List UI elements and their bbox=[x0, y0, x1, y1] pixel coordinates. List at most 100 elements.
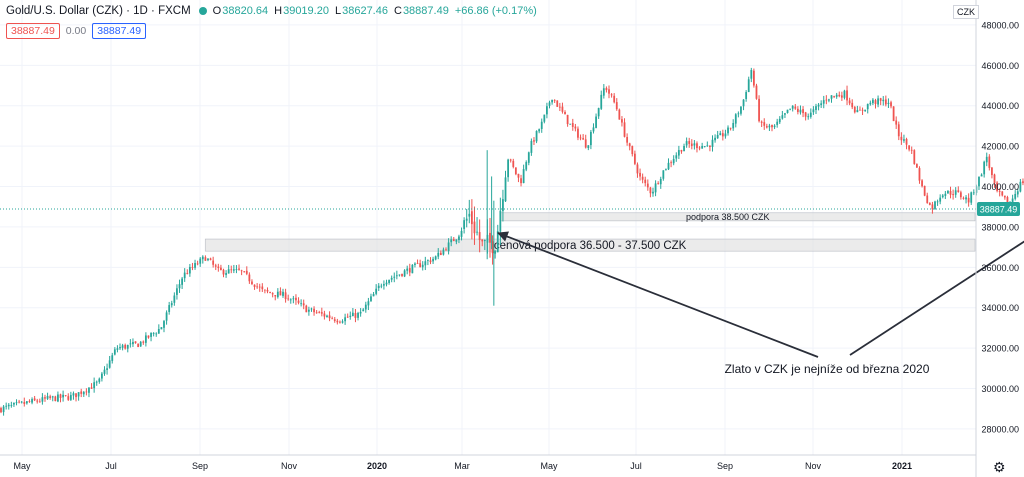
candle-body bbox=[654, 183, 657, 193]
candle-body bbox=[403, 270, 406, 277]
candle-body bbox=[768, 125, 771, 128]
candle-body bbox=[840, 95, 843, 98]
buy-button[interactable]: 38887.49 bbox=[92, 23, 147, 39]
candle-body bbox=[546, 106, 548, 115]
candle-body bbox=[271, 293, 274, 295]
candle-body bbox=[232, 269, 235, 271]
candle-body bbox=[349, 315, 352, 318]
candle-body bbox=[36, 400, 39, 402]
candle-body bbox=[771, 124, 773, 128]
sell-button[interactable]: 38887.49 bbox=[6, 23, 60, 39]
candle-body bbox=[895, 120, 898, 125]
candle-body bbox=[965, 197, 967, 200]
candle-body bbox=[595, 116, 597, 128]
candle-body bbox=[163, 321, 165, 328]
candle-body bbox=[419, 263, 422, 268]
candle-body bbox=[282, 291, 284, 296]
candle-body bbox=[799, 109, 802, 113]
candle-body bbox=[628, 143, 631, 147]
candle-body bbox=[685, 141, 688, 146]
candle-body bbox=[750, 70, 753, 79]
candle-body bbox=[160, 327, 163, 330]
candle-body bbox=[15, 402, 18, 404]
candle-body bbox=[101, 373, 103, 379]
candle-body bbox=[364, 304, 367, 310]
candle-body bbox=[1022, 181, 1024, 184]
candle-body bbox=[755, 85, 758, 99]
candle-body bbox=[445, 249, 447, 251]
candle-body bbox=[706, 145, 709, 147]
candle-body bbox=[339, 321, 341, 323]
candle-body bbox=[103, 369, 106, 374]
candle-body bbox=[675, 155, 678, 159]
last-price-marker bbox=[977, 202, 1020, 216]
candle-body bbox=[248, 274, 251, 282]
candle-body bbox=[111, 355, 114, 361]
annotation-arrow bbox=[497, 231, 819, 358]
candle-body bbox=[297, 300, 300, 303]
candle-body bbox=[967, 197, 970, 203]
candle-body bbox=[859, 109, 861, 111]
candle-body bbox=[571, 123, 574, 127]
candle-body bbox=[830, 95, 833, 99]
price-tick-label: 40000.00 bbox=[981, 182, 1019, 192]
candle-body bbox=[323, 313, 326, 317]
candle-body bbox=[693, 143, 696, 146]
settings-gear-icon[interactable]: ⚙ bbox=[993, 459, 1006, 475]
candle-body bbox=[139, 341, 142, 347]
candle-body bbox=[5, 405, 8, 407]
candle-body bbox=[502, 199, 504, 212]
candle-body bbox=[196, 263, 199, 265]
symbol-title[interactable]: Gold/U.S. Dollar (CZK) · 1D · FXCM bbox=[6, 5, 191, 17]
candle-body bbox=[69, 395, 72, 400]
candle-body bbox=[574, 126, 577, 129]
candle-body bbox=[416, 263, 419, 265]
candle-body bbox=[302, 303, 305, 306]
candle-body bbox=[861, 109, 864, 111]
candle-body bbox=[460, 230, 463, 237]
order-bar: 38887.49 0.00 38887.49 bbox=[6, 23, 147, 39]
candle-body bbox=[910, 149, 913, 151]
candle-body bbox=[300, 303, 303, 305]
candle-body bbox=[670, 162, 673, 164]
candle-body bbox=[230, 269, 233, 271]
candle-body bbox=[183, 272, 186, 279]
candle-body bbox=[463, 220, 466, 229]
candle-body bbox=[186, 273, 189, 274]
candle-body bbox=[631, 146, 634, 155]
candle-body bbox=[336, 320, 339, 323]
currency-label[interactable]: CZK bbox=[953, 5, 979, 19]
candle-body bbox=[848, 100, 851, 104]
candle-body bbox=[866, 103, 869, 110]
candle-body bbox=[877, 98, 879, 105]
candle-body bbox=[439, 252, 442, 256]
candle-body bbox=[714, 137, 716, 141]
time-tick-label: May bbox=[13, 461, 31, 471]
price-axis: 28000.00 30000.00 32000.00 34000.00 36000.00… bbox=[977, 20, 1020, 434]
candle-body bbox=[561, 106, 564, 112]
candle-body bbox=[804, 112, 807, 117]
candle-body bbox=[872, 99, 874, 104]
candle-body bbox=[732, 123, 735, 129]
candle-body bbox=[201, 256, 204, 260]
candle-body bbox=[437, 252, 440, 257]
candle-body bbox=[589, 131, 592, 146]
candle-body bbox=[33, 398, 36, 401]
candle-body bbox=[918, 168, 921, 181]
candle-body bbox=[996, 182, 998, 191]
candle-body bbox=[251, 281, 253, 285]
annotations: Zlato v CZK je nejníže od března 2020 bbox=[497, 231, 1024, 376]
candle-body bbox=[499, 210, 502, 232]
candle-body bbox=[452, 239, 455, 242]
candle-body bbox=[395, 275, 398, 277]
candle-body bbox=[897, 124, 900, 137]
candle-body bbox=[815, 106, 817, 110]
candle-body bbox=[59, 394, 62, 398]
candle-body bbox=[613, 95, 616, 103]
candle-body bbox=[530, 140, 533, 153]
grid bbox=[0, 0, 976, 455]
candle-body bbox=[222, 269, 225, 275]
candle-body bbox=[489, 232, 491, 243]
